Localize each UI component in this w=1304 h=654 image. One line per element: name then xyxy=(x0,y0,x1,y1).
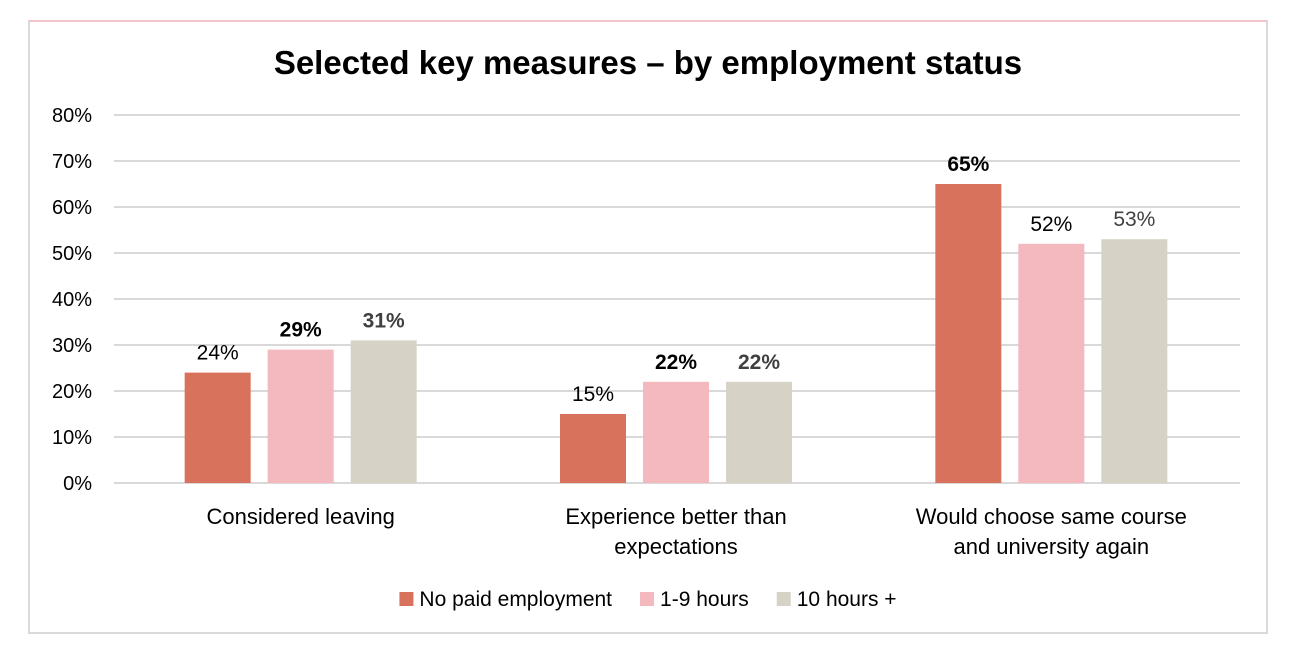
y-tick-label: 70% xyxy=(52,151,92,173)
legend-label: 10 hours + xyxy=(797,588,897,611)
data-label: 15% xyxy=(572,383,614,406)
legend-swatch xyxy=(640,592,655,606)
y-tick-label: 30% xyxy=(52,335,92,357)
legend-swatch xyxy=(776,592,791,606)
data-label: 24% xyxy=(197,342,239,365)
data-label: 31% xyxy=(363,309,405,332)
category-label: Considered leaving xyxy=(206,504,394,529)
bar xyxy=(560,414,626,483)
bar xyxy=(643,381,709,483)
bar xyxy=(935,184,1002,483)
data-label: 29% xyxy=(280,319,322,342)
data-label: 65% xyxy=(947,153,989,176)
data-label: 22% xyxy=(738,351,780,374)
category-label: expectations xyxy=(614,534,738,559)
legend-label: No paid employment xyxy=(419,588,612,611)
data-label: 53% xyxy=(1113,208,1155,231)
y-tick-label: 10% xyxy=(52,427,92,449)
legend-label: 1-9 hours xyxy=(660,588,749,611)
category-label: Would choose same course xyxy=(916,504,1187,529)
legend-item: No paid employment xyxy=(399,588,612,611)
bar xyxy=(350,340,417,483)
category-label: Experience better than xyxy=(565,504,786,529)
bar xyxy=(267,349,334,483)
data-label: 52% xyxy=(1030,213,1072,236)
y-tick-label: 50% xyxy=(52,243,92,265)
y-tick-label: 0% xyxy=(63,473,92,495)
bar xyxy=(1101,239,1168,483)
y-tick-label: 60% xyxy=(52,197,92,219)
y-tick-label: 20% xyxy=(52,381,92,403)
chart-title: Selected key measures – by employment st… xyxy=(274,44,1022,81)
category-label: and university again xyxy=(953,534,1149,559)
bar xyxy=(1018,243,1085,483)
legend-swatch xyxy=(399,592,414,606)
data-label: 22% xyxy=(655,351,697,374)
legend-item: 1-9 hours xyxy=(640,588,749,611)
y-tick-label: 80% xyxy=(52,105,92,127)
y-tick-label: 40% xyxy=(52,289,92,311)
bar xyxy=(726,381,792,483)
legend-item: 10 hours + xyxy=(776,588,897,611)
bar xyxy=(184,372,251,483)
